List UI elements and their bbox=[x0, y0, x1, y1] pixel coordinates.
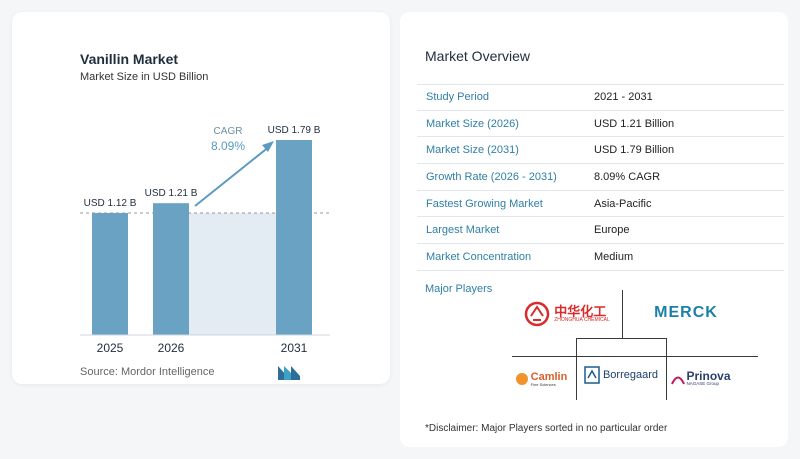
market-overview-title: Market Overview bbox=[425, 48, 531, 64]
zhonghua-chemical-logo: 中华化工 ZHONGHUA CHEMICAL bbox=[515, 298, 619, 330]
chart-subtitle: Market Size in USD Billion bbox=[80, 71, 209, 83]
grid-line bbox=[576, 338, 666, 339]
prinova-logo-text: Prinova bbox=[686, 368, 731, 383]
merck-logo: MERCK bbox=[630, 300, 742, 326]
grid-line bbox=[576, 338, 577, 400]
market-overview-table: Study Period 2021 - 2031 Market Size (2026… bbox=[417, 84, 784, 271]
bar-value-label: USD 1.79 B bbox=[268, 125, 321, 136]
prinova-logo: Prinova NAGASE Group bbox=[668, 364, 734, 392]
source-text: Source: Mordor Intelligence bbox=[80, 366, 215, 378]
x-tick-label: 2031 bbox=[281, 341, 308, 355]
chart-title: Vanillin Market bbox=[80, 51, 179, 67]
overview-row-value: USD 1.79 Billion bbox=[594, 144, 675, 157]
merck-logo-text: MERCK bbox=[654, 304, 718, 321]
x-tick-label: 2026 bbox=[158, 341, 185, 355]
zhonghua-emblem-icon bbox=[524, 301, 550, 327]
borregaard-logo: Borregaard bbox=[580, 360, 662, 390]
mordor-intelligence-logo-icon bbox=[278, 366, 300, 380]
bar-chart: USD 1.12 B 2025 USD 1.21 B 2026 USD 1.79 B 20… bbox=[80, 125, 330, 355]
camlin-emblem-icon bbox=[515, 373, 528, 385]
bar-2031 bbox=[276, 140, 312, 335]
cagr-arrow-line bbox=[194, 145, 271, 207]
overview-row: Fastest Growing Market Asia-Pacific bbox=[417, 191, 784, 218]
overview-row: Largest Market Europe bbox=[417, 217, 784, 245]
bar-value-label: USD 1.21 B bbox=[145, 188, 198, 199]
grid-line bbox=[512, 356, 758, 357]
borregaard-logo-text: Borregaard bbox=[602, 369, 659, 381]
overview-row: Study Period 2021 - 2031 bbox=[417, 84, 784, 111]
overview-row: Growth Rate (2026 - 2031) 8.09% CAGR bbox=[417, 164, 784, 191]
overview-row-label: Largest Market bbox=[426, 224, 500, 237]
overview-row-value: Europe bbox=[594, 224, 630, 237]
bar-value-label: USD 1.12 B bbox=[84, 198, 137, 209]
grid-line bbox=[622, 290, 623, 338]
bar-2026 bbox=[153, 203, 189, 335]
major-players-title: Major Players bbox=[425, 283, 493, 295]
grid-line bbox=[666, 338, 667, 400]
overview-row-label: Market Size (2031) bbox=[426, 144, 519, 157]
overview-row-label: Growth Rate (2026 - 2031) bbox=[426, 170, 557, 183]
cagr-value: 8.09% bbox=[211, 139, 245, 153]
camlin-logo: Camlin Fine Sciences bbox=[508, 366, 574, 392]
zhonghua-logo-sub: ZHONGHUA CHEMICAL bbox=[554, 317, 610, 323]
zhonghua-logo-text: 中华化工 bbox=[554, 304, 607, 319]
overview-row-label: Fastest Growing Market bbox=[426, 197, 543, 210]
camlin-logo-text: Camlin bbox=[530, 370, 568, 383]
overview-row-value: Asia-Pacific bbox=[594, 197, 652, 210]
overview-row: Market Size (2026) USD 1.21 Billion bbox=[417, 111, 784, 138]
overview-row: Market Concentration Medium bbox=[417, 244, 784, 271]
disclaimer-text: *Disclaimer: Major Players sorted in no … bbox=[425, 423, 668, 434]
cagr-arrow-head-icon bbox=[262, 141, 274, 152]
camlin-logo-sub: Fine Sciences bbox=[530, 381, 556, 387]
overview-row-value: USD 1.21 Billion bbox=[594, 117, 675, 130]
prinova-emblem-icon bbox=[671, 376, 686, 385]
growth-shade bbox=[189, 212, 276, 335]
overview-row-value: 2021 - 2031 bbox=[594, 91, 653, 104]
overview-row-value: Medium bbox=[594, 250, 634, 263]
x-tick-label: 2025 bbox=[97, 341, 124, 355]
overview-row-label: Market Size (2026) bbox=[426, 117, 519, 130]
overview-row: Market Size (2031) USD 1.79 Billion bbox=[417, 137, 784, 165]
prinova-logo-sub: NAGASE Group bbox=[686, 380, 719, 386]
bar-2025 bbox=[92, 212, 128, 335]
cagr-label: CAGR bbox=[214, 126, 243, 137]
borregaard-emblem-icon bbox=[584, 366, 600, 384]
overview-row-label: Study Period bbox=[426, 91, 489, 104]
overview-row-value: 8.09% CAGR bbox=[594, 170, 661, 183]
overview-row-label: Market Concentration bbox=[426, 250, 532, 263]
